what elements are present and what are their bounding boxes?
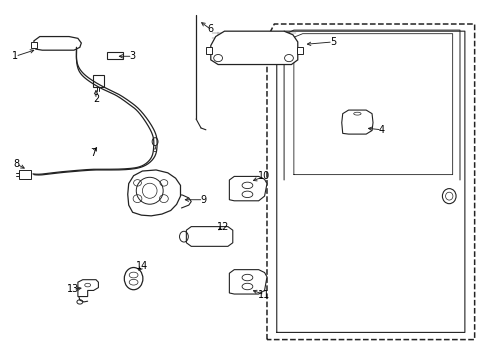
Polygon shape [229, 270, 267, 294]
Polygon shape [342, 110, 373, 134]
Text: 11: 11 [258, 290, 270, 300]
Text: 10: 10 [258, 171, 270, 181]
Text: 7: 7 [91, 148, 97, 158]
Polygon shape [206, 47, 212, 54]
Text: 14: 14 [136, 261, 148, 271]
Text: 13: 13 [67, 284, 79, 294]
Polygon shape [93, 75, 104, 87]
Text: 3: 3 [129, 51, 136, 61]
Text: 4: 4 [379, 125, 385, 135]
Polygon shape [211, 31, 298, 64]
Polygon shape [19, 170, 31, 179]
Text: 5: 5 [330, 37, 336, 47]
Polygon shape [186, 226, 233, 246]
Text: 12: 12 [217, 222, 229, 231]
Text: 1: 1 [12, 51, 19, 61]
Polygon shape [34, 37, 81, 50]
Text: 8: 8 [13, 159, 20, 169]
Text: 9: 9 [200, 195, 206, 205]
Polygon shape [229, 176, 267, 201]
Polygon shape [78, 280, 98, 297]
Polygon shape [128, 170, 180, 216]
Polygon shape [107, 51, 123, 59]
Polygon shape [297, 47, 303, 54]
Text: 6: 6 [208, 24, 214, 35]
Polygon shape [31, 42, 37, 48]
Text: 2: 2 [93, 94, 99, 104]
